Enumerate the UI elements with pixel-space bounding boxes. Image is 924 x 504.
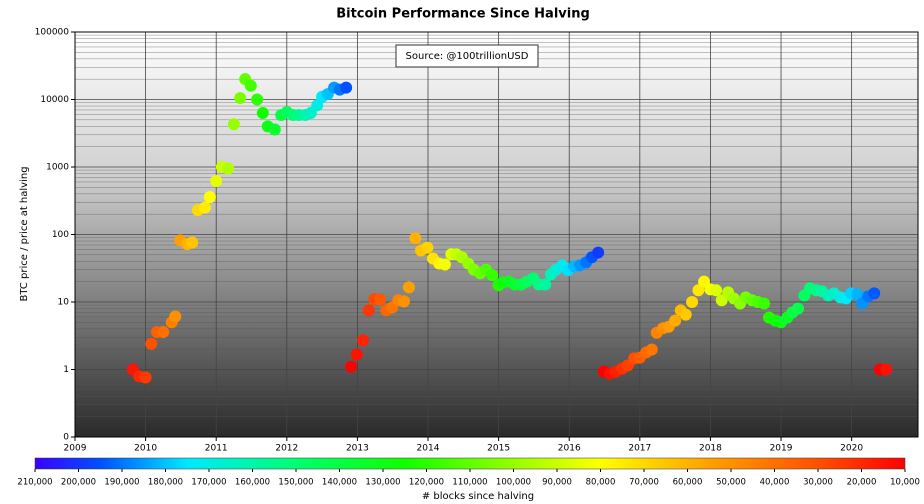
annotation-box — [395, 44, 539, 68]
point — [669, 314, 682, 327]
point — [592, 246, 605, 259]
colorbar-tick-label: 120,000 — [409, 478, 444, 488]
grid — [74, 31, 918, 438]
point — [421, 241, 434, 254]
point — [350, 348, 363, 361]
x-tick-label: 2012 — [275, 444, 298, 454]
x-tick-label: 2009 — [64, 444, 87, 454]
point — [251, 93, 264, 106]
point — [409, 232, 422, 245]
colorbar-tick-label: 30,000 — [803, 478, 833, 488]
colorbar-tick-label: 20,000 — [847, 478, 877, 488]
colorbar-tick-label: 50,000 — [716, 478, 746, 488]
point — [539, 278, 552, 291]
point — [222, 162, 235, 175]
colorbar-tick-label: 10,000 — [890, 478, 920, 488]
y-tick-label: 1 — [63, 365, 69, 375]
point — [398, 295, 411, 308]
colorbar-tick-label: 170,000 — [191, 478, 226, 488]
point — [345, 360, 358, 373]
y-tick-label: 0 — [63, 433, 69, 443]
point — [645, 343, 658, 356]
point — [210, 175, 223, 188]
point — [340, 81, 353, 94]
colorbar-tick-label: 90,000 — [542, 478, 572, 488]
x-tick-label: 2014 — [417, 444, 440, 454]
colorbar-tick-label: 70,000 — [629, 478, 659, 488]
colorbar-tick-label: 110,000 — [452, 478, 487, 488]
point — [686, 296, 699, 308]
x-tick-label: 2020 — [840, 444, 863, 454]
point — [402, 281, 415, 294]
point — [374, 293, 387, 306]
x-tick-label: 2010 — [134, 444, 157, 454]
point — [851, 288, 864, 301]
point — [139, 371, 152, 384]
point — [362, 304, 375, 317]
x-tick-label: 2015 — [487, 444, 510, 454]
colorbar-tick-label: 190,000 — [104, 478, 139, 488]
colorbar-tick-label: 210,000 — [17, 478, 52, 488]
x-tick-label: 2019 — [770, 444, 793, 454]
colorbar-tick-label: 180,000 — [148, 478, 183, 488]
x-tick-label: 2018 — [699, 444, 722, 454]
colorbar-tick-label: 100,000 — [496, 478, 531, 488]
x-tick-label: 2017 — [628, 444, 651, 454]
y-tick-label: 1000 — [46, 163, 69, 173]
annotation: Source: @100trillionUSD — [406, 51, 529, 62]
points — [126, 73, 893, 384]
point — [186, 236, 199, 249]
y-axis-label: BTC price / price at halving — [19, 166, 30, 301]
colorbar-tick-label: 60,000 — [673, 478, 703, 488]
colorbar-tick-label: 130,000 — [365, 478, 400, 488]
point — [256, 107, 269, 120]
point — [692, 284, 705, 297]
point — [268, 123, 281, 136]
chart-title: Bitcoin Performance Since Halving — [336, 7, 590, 22]
point — [145, 337, 158, 350]
colorbar-tick-label: 200,000 — [61, 478, 96, 488]
point — [169, 310, 182, 323]
colorbar-tick-label: 140,000 — [322, 478, 357, 488]
point — [868, 287, 881, 300]
colorbar-tick-label: 150,000 — [278, 478, 313, 488]
point — [244, 79, 257, 92]
colorbar-tick-label: 160,000 — [235, 478, 270, 488]
colorbar-tick-label: 40,000 — [760, 478, 790, 488]
point — [203, 190, 216, 203]
colorbar-tick-label: 80,000 — [586, 478, 616, 488]
point — [357, 334, 370, 347]
point — [227, 118, 240, 131]
y-tick-label: 100 — [52, 230, 69, 240]
point — [157, 325, 170, 338]
x-tick-label: 2016 — [558, 444, 581, 454]
point — [486, 269, 499, 282]
point — [758, 297, 771, 310]
point — [234, 92, 247, 105]
point — [679, 308, 692, 321]
point — [791, 302, 804, 315]
colorbar-label: # blocks since halving — [422, 491, 534, 502]
point — [880, 363, 893, 376]
x-tick-label: 2011 — [205, 444, 228, 454]
y-tick-label: 10 — [58, 298, 70, 308]
plot-frame — [74, 31, 919, 438]
y-tick-label: 10000 — [40, 95, 69, 105]
point — [438, 258, 451, 271]
point — [710, 284, 723, 297]
point — [198, 201, 211, 214]
colorbar — [34, 457, 906, 470]
x-tick-label: 2013 — [346, 444, 369, 454]
y-tick-label: 100000 — [35, 28, 70, 38]
